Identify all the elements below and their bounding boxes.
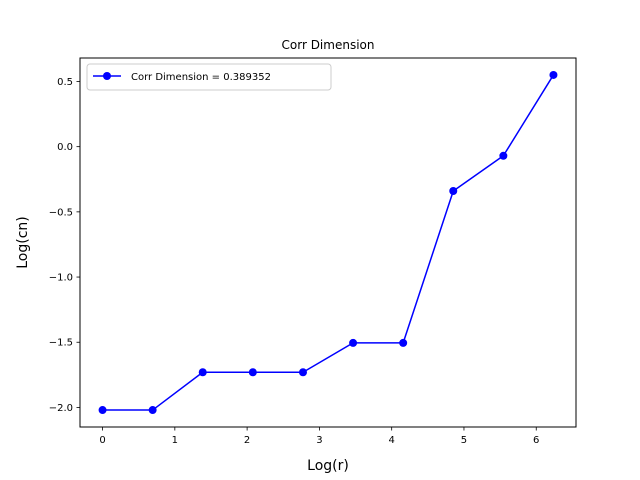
x-axis-label: Log(r)	[307, 458, 349, 474]
x-tick-label: 2	[244, 435, 250, 446]
data-point	[148, 406, 157, 415]
data-point	[549, 70, 558, 79]
x-tick-label: 3	[316, 435, 322, 446]
data-point	[248, 368, 257, 377]
y-tick-label: −2.0	[49, 403, 73, 414]
x-tick-label: 6	[533, 435, 539, 446]
legend-entry-label: Corr Dimension = 0.389352	[131, 72, 271, 83]
data-point	[198, 368, 207, 377]
data-point	[349, 338, 358, 347]
data-point	[298, 368, 307, 377]
y-tick-label: −0.5	[49, 207, 73, 218]
data-point	[98, 406, 107, 415]
y-tick-label: 0.0	[57, 142, 73, 153]
legend-frame	[86, 63, 332, 91]
y-tick-label: −1.5	[49, 338, 73, 349]
y-tick-label: −1.0	[49, 273, 73, 284]
x-tick-label: 4	[388, 435, 394, 446]
y-axis-label: Log(cn)	[15, 216, 31, 269]
series-layer	[98, 70, 558, 415]
data-point	[399, 338, 408, 347]
legend-marker-swatch	[103, 72, 111, 80]
legend: Corr Dimension = 0.389352	[86, 63, 332, 91]
plot-area	[79, 57, 577, 428]
data-point	[449, 186, 458, 195]
x-tick-label: 0	[99, 435, 105, 446]
x-tick-label: 5	[461, 435, 467, 446]
series-line	[102, 74, 555, 411]
x-tick-label: 1	[172, 435, 178, 446]
y-axis: −2.0 −1.5 −1.0 −0.5 0.0 0.5	[49, 77, 80, 414]
chart-title: Corr Dimension	[282, 38, 375, 52]
data-point	[499, 151, 508, 160]
x-axis: 0 1 2 3 4 5 6	[99, 427, 539, 446]
y-tick-label: 0.5	[57, 77, 73, 88]
